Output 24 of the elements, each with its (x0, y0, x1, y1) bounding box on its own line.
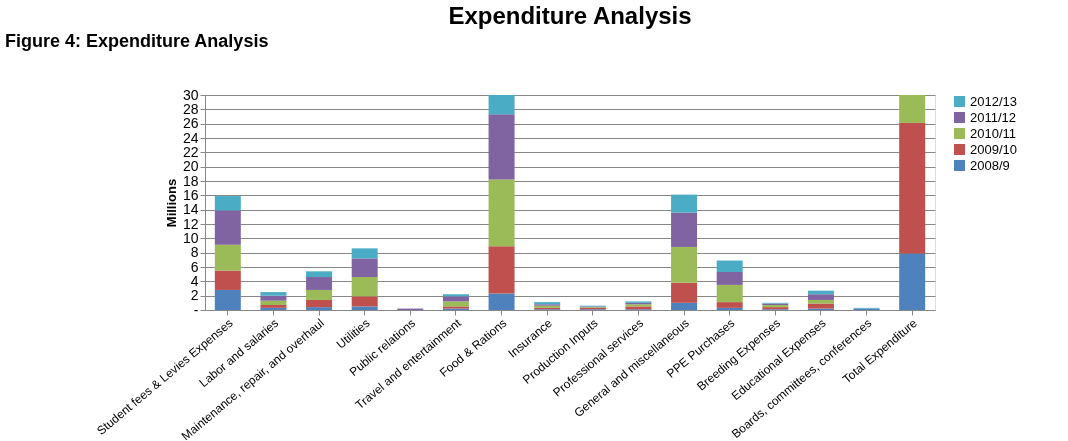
y-tick-label: 24 (182, 129, 199, 146)
legend-label: 2008/9 (970, 157, 1010, 173)
legend-label: 2010/11 (970, 125, 1017, 141)
y-tick-label: 30 (182, 86, 199, 103)
y-tick-label: 6 (190, 258, 199, 275)
caption: Figure 4: Expenditure Analysis (5, 31, 269, 51)
y-tick-label: 16 (182, 186, 199, 203)
y-tick-label: 12 (182, 215, 199, 232)
y-tick-label: 28 (182, 100, 199, 117)
chart-title: Expenditure Analysis (448, 2, 692, 29)
y-tick-label: 8 (190, 244, 199, 261)
y-tick-label: 10 (182, 229, 199, 246)
y-tick-label: 20 (182, 158, 199, 175)
y-tick-label: 22 (182, 143, 199, 160)
legend-label: 2009/10 (970, 141, 1017, 157)
y-tick-label: 14 (182, 201, 199, 218)
y-tick-label: 18 (182, 172, 199, 189)
y-tick-label: - (193, 301, 199, 318)
y-tick-label: 4 (190, 272, 199, 289)
y-axis-title: Millions (163, 178, 179, 228)
legend-label: 2012/13 (970, 93, 1017, 109)
y-tick-label: 2 (190, 287, 199, 304)
y-tick-label: 26 (182, 115, 199, 132)
legend-label: 2011/12 (970, 109, 1017, 125)
